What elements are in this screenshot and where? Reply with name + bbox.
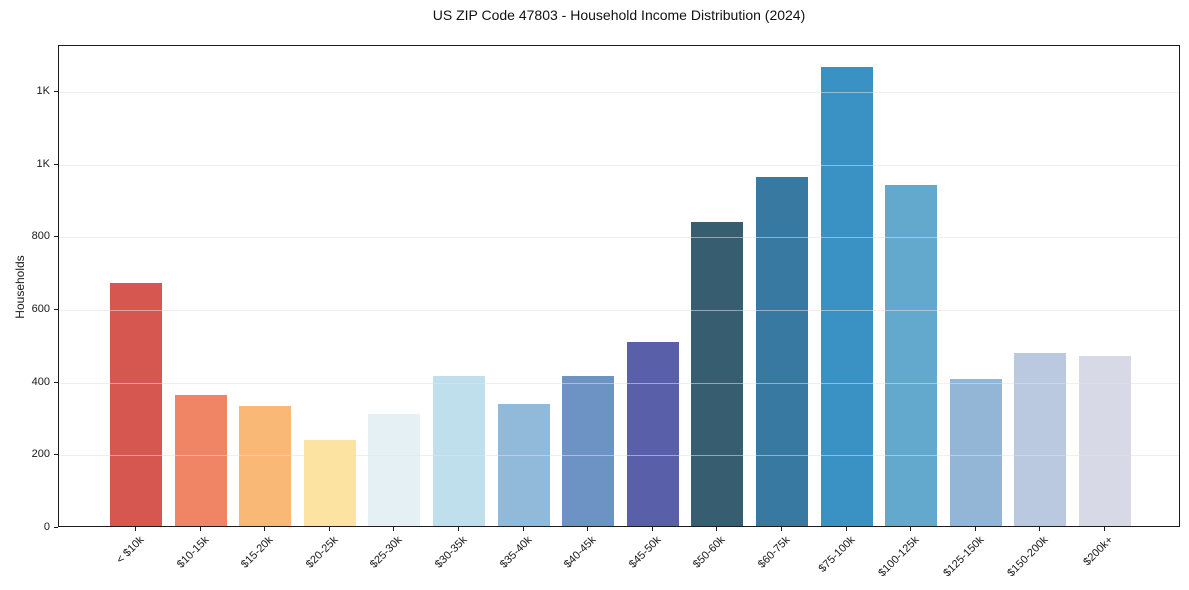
chart-title: US ZIP Code 47803 - Household Income Dis… bbox=[432, 7, 806, 23]
y-tick-label: 0 bbox=[43, 521, 50, 533]
bar bbox=[1014, 353, 1066, 526]
x-tick-mark bbox=[587, 527, 588, 531]
x-tick-mark bbox=[200, 527, 201, 531]
y-tick-mark bbox=[54, 164, 58, 165]
bar bbox=[433, 376, 485, 526]
y-tick-label: 1K bbox=[36, 85, 50, 97]
x-tick-mark bbox=[329, 527, 330, 531]
y-tick-label: 800 bbox=[31, 230, 50, 242]
y-tick-label: 600 bbox=[31, 303, 50, 315]
x-tick-mark bbox=[1039, 527, 1040, 531]
gridline bbox=[59, 310, 1179, 311]
gridline bbox=[59, 92, 1179, 93]
bar bbox=[950, 379, 1002, 526]
x-tick-mark bbox=[975, 527, 976, 531]
x-tick-mark bbox=[781, 527, 782, 531]
y-tick-mark bbox=[54, 236, 58, 237]
bar bbox=[1079, 356, 1131, 526]
x-tick-mark bbox=[135, 527, 136, 531]
y-tick-mark bbox=[54, 527, 58, 528]
bar bbox=[368, 414, 420, 526]
y-tick-mark bbox=[54, 382, 58, 383]
bar bbox=[304, 440, 356, 526]
bar bbox=[821, 67, 873, 526]
x-tick-label: < $10k bbox=[114, 534, 147, 567]
x-tick-mark bbox=[393, 527, 394, 531]
y-tick-label: 400 bbox=[31, 376, 50, 388]
bar bbox=[691, 222, 743, 526]
x-tick-mark bbox=[716, 527, 717, 531]
y-tick-mark bbox=[54, 91, 58, 92]
bar bbox=[498, 404, 550, 526]
y-tick-label: 200 bbox=[31, 448, 50, 460]
y-tick-label: 1K bbox=[36, 158, 50, 170]
x-tick-mark bbox=[264, 527, 265, 531]
gridline bbox=[59, 383, 1179, 384]
y-tick-mark bbox=[54, 309, 58, 310]
bar bbox=[175, 395, 227, 526]
plot-area bbox=[58, 45, 1180, 527]
x-tick-mark bbox=[523, 527, 524, 531]
x-tick-mark bbox=[652, 527, 653, 531]
bar bbox=[885, 185, 937, 526]
bar bbox=[239, 406, 291, 526]
x-tick-mark bbox=[458, 527, 459, 531]
gridline bbox=[59, 165, 1179, 166]
bar bbox=[110, 283, 162, 526]
bar bbox=[627, 342, 679, 526]
y-tick-mark bbox=[54, 454, 58, 455]
gridline bbox=[59, 455, 1179, 456]
bar bbox=[562, 376, 614, 526]
gridline bbox=[59, 237, 1179, 238]
x-tick-mark bbox=[910, 527, 911, 531]
x-tick-mark bbox=[1104, 527, 1105, 531]
x-tick-mark bbox=[846, 527, 847, 531]
bar bbox=[756, 177, 808, 526]
